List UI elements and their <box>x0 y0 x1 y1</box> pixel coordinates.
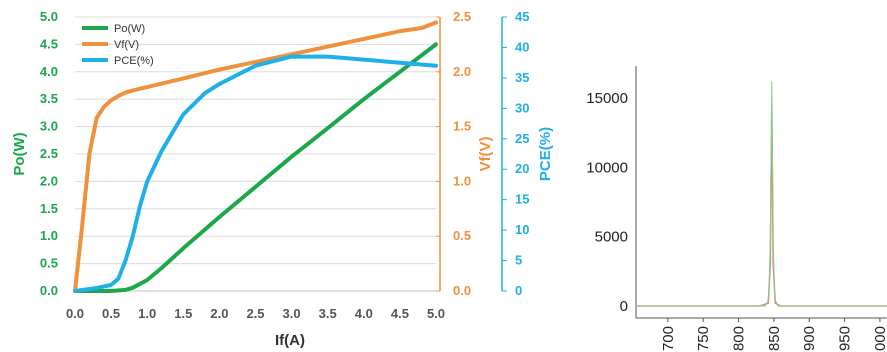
vf-tick-label: 2.0 <box>453 64 471 79</box>
legend-label: PCE(%) <box>114 55 154 67</box>
vf-tick-label: 1.5 <box>453 119 471 134</box>
po-tick-label: 3.0 <box>40 119 58 134</box>
pce-tick-label: 10 <box>515 222 529 237</box>
po-tick-label: 5.0 <box>40 9 58 24</box>
spectrum-y-tick-label: 15000 <box>586 90 628 107</box>
x-tick-label: 4.0 <box>355 306 373 321</box>
legend-label: Po(W) <box>114 23 145 35</box>
spectrum-x-tick-label: 900 <box>801 326 818 351</box>
spectrum-x-tick-label: 700 <box>660 326 677 351</box>
spectrum-x-tick-label: 800 <box>731 326 748 351</box>
spectrum-y-tick-label: 10000 <box>586 159 628 176</box>
x-tick-label: 1.5 <box>174 306 192 321</box>
po-tick-label: 0.5 <box>40 256 58 271</box>
pce-tick-label: 25 <box>515 131 529 146</box>
po-tick-label: 0.0 <box>40 283 58 298</box>
series-line-pce <box>73 54 438 293</box>
pce-tick-label: 20 <box>515 161 529 176</box>
pce-tick-label: 45 <box>515 9 529 24</box>
po-tick-label: 2.5 <box>40 146 58 161</box>
po-tick-label: 1.0 <box>40 228 58 243</box>
x-tick-label: 0.5 <box>102 306 120 321</box>
po-axis-title: Po(W) <box>11 132 28 175</box>
x-tick-label: 5.0 <box>427 306 445 321</box>
legend-label: Vf(V) <box>114 39 139 51</box>
po-tick-label: 2.0 <box>40 173 58 188</box>
series-line-po <box>73 42 438 293</box>
pce-tick-label: 35 <box>515 70 529 85</box>
spectrum-y-tick-label: 5000 <box>595 229 628 246</box>
vf-tick-label: 0.0 <box>453 283 471 298</box>
pce-tick-label: 40 <box>515 39 529 54</box>
x-tick-label: 1.0 <box>138 306 156 321</box>
po-tick-label: 4.0 <box>40 64 58 79</box>
x-tick-label: 3.5 <box>319 306 337 321</box>
x-tick-label: 3.0 <box>283 306 301 321</box>
pce-tick-label: 15 <box>515 192 529 207</box>
vf-tick-label: 2.5 <box>453 9 471 24</box>
po-tick-label: 4.5 <box>40 36 58 51</box>
po-tick-label: 3.5 <box>40 91 58 106</box>
pce-tick-label: 0 <box>515 283 522 298</box>
spectrum-x-tick-label: 1000 <box>872 326 887 352</box>
x-axis-title: If(A) <box>275 332 305 349</box>
x-tick-label: 0.0 <box>66 306 84 321</box>
chart-spectrum: 0 5000 10000 15000 700 750 800 850 900 950 1000 <box>586 66 887 352</box>
spectrum-series-line <box>636 104 887 307</box>
spectrum-series-line <box>636 81 887 307</box>
spectrum-x-tick-label: 950 <box>837 326 854 351</box>
pce-tick-label: 5 <box>515 253 522 268</box>
x-tick-label: 4.5 <box>391 306 409 321</box>
vf-tick-label: 0.5 <box>453 228 471 243</box>
vf-tick-label: 1.0 <box>453 173 471 188</box>
x-tick-label: 2.0 <box>210 306 228 321</box>
chart-efficiency: 0.0 0.5 1.0 1.5 2.0 2.5 3.0 3.5 4.0 4.5 5.0 0.0 0.5 1… <box>11 9 554 349</box>
spectrum-x-tick-label: 850 <box>766 326 783 351</box>
po-tick-label: 1.5 <box>40 201 58 216</box>
pce-tick-label: 30 <box>515 100 529 115</box>
spectrum-y-tick-label: 0 <box>620 298 628 315</box>
vf-axis-title: Vf(V) <box>477 137 494 172</box>
spectrum-x-tick-label: 750 <box>695 326 712 351</box>
x-tick-label: 2.5 <box>246 306 264 321</box>
pce-axis-title: PCE(%) <box>537 127 554 181</box>
series-line-vf <box>73 20 438 293</box>
